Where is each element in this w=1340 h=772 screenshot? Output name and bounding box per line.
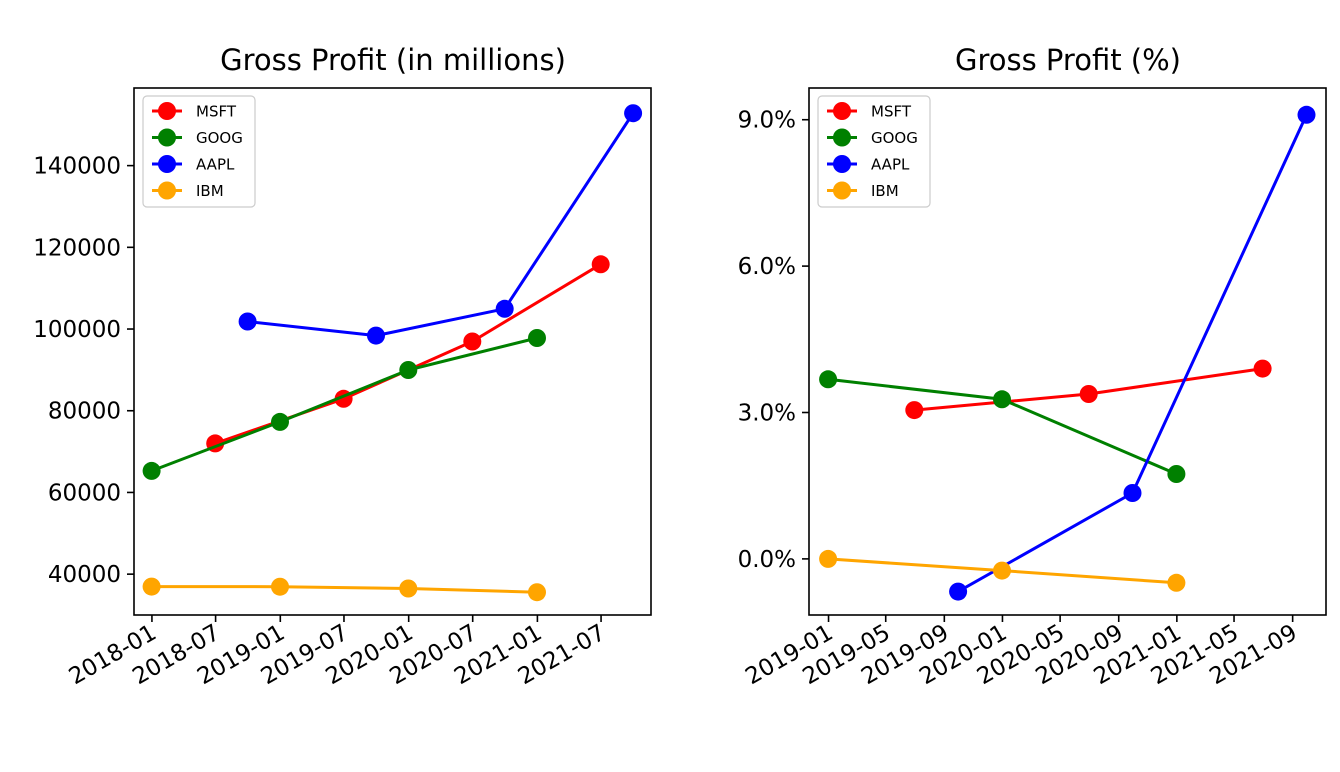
data-point-msft-3	[591, 255, 610, 274]
legend-box	[142, 95, 256, 208]
chart-panel-gross-profit-millions: Gross Profit (in millions) 40000 60000 800…	[33, 43, 652, 690]
legend-marker-ibm	[833, 181, 851, 200]
legend-marker-aapl	[158, 155, 176, 173]
data-point-ibm-0	[819, 549, 838, 568]
data-point-aapl-0	[949, 582, 968, 601]
chart-title: Gross Profit (in millions)	[220, 43, 566, 77]
legend-label-msft: MSFT	[196, 103, 237, 121]
plot-area: 0.0%3.0%6.0%9.0%2019-012019-052019-09202…	[738, 87, 1327, 690]
y-tick-label: 100000	[33, 317, 121, 343]
legend-marker-msft	[158, 102, 176, 120]
data-point-goog-0	[142, 461, 161, 480]
legend-label-aapl: AAPL	[871, 156, 910, 174]
data-point-msft-2	[1253, 359, 1272, 378]
y-tick-label: 9.0%	[738, 108, 796, 134]
data-point-aapl-1	[1123, 484, 1142, 502]
data-point-goog-1	[271, 412, 289, 431]
y-tick-label: 120000	[33, 235, 121, 261]
data-point-goog-1	[993, 390, 1011, 409]
legend-marker-goog	[833, 128, 851, 147]
data-point-goog-0	[819, 370, 838, 389]
data-point-ibm-0	[142, 577, 161, 596]
y-tick-label: 60000	[48, 480, 121, 506]
data-point-ibm-2	[399, 579, 418, 598]
legend-marker-goog	[158, 128, 176, 147]
data-point-aapl-2	[495, 299, 514, 318]
data-point-aapl-3	[624, 104, 643, 123]
data-point-goog-3	[528, 329, 546, 347]
axes-frame	[808, 87, 1327, 616]
legend-label-goog: GOOG	[196, 129, 243, 147]
series-line-aapl	[957, 114, 1308, 593]
plot-area: 4000060000800001000001200001400002018-01…	[33, 87, 652, 690]
data-point-ibm-1	[993, 561, 1011, 580]
chart-panel-gross-profit-percent: Gross Profit (%) 0.0%3.0%6.0%9.0%2019-01…	[738, 43, 1327, 690]
y-tick-label: 3.0%	[738, 400, 796, 426]
legend-marker-ibm	[158, 181, 176, 200]
legend-label-ibm: IBM	[871, 182, 899, 200]
legend-marker-aapl	[833, 155, 851, 173]
legend-label-msft: MSFT	[871, 103, 912, 121]
data-point-aapl-1	[367, 326, 385, 345]
axes-frame	[133, 87, 652, 616]
chart-title: Gross Profit (%)	[955, 43, 1181, 77]
y-tick-label: 6.0%	[738, 254, 796, 280]
data-point-aapl-0	[238, 312, 257, 331]
data-point-msft-0	[905, 401, 924, 420]
data-point-goog-2	[1167, 465, 1186, 483]
data-point-ibm-2	[1167, 573, 1186, 592]
y-tick-label: 0.0%	[738, 547, 796, 573]
legend-label-aapl: AAPL	[196, 156, 235, 174]
legend-label-goog: GOOG	[871, 129, 918, 147]
data-point-msft-1	[1079, 385, 1098, 403]
legend: MSFT GOOG AAPL IBM	[817, 95, 931, 208]
legend-marker-msft	[833, 102, 851, 120]
series-line-ibm	[151, 585, 538, 594]
legend-box	[817, 95, 931, 208]
data-point-ibm-1	[271, 577, 289, 596]
y-tick-label: 140000	[33, 154, 121, 180]
data-point-msft-2	[463, 332, 482, 351]
legend: MSFT GOOG AAPL IBM	[142, 95, 256, 208]
y-tick-label: 40000	[48, 562, 121, 588]
data-point-aapl-2	[1297, 105, 1316, 124]
data-point-ibm-3	[528, 583, 546, 602]
data-point-goog-2	[399, 361, 418, 379]
series-line-goog	[151, 336, 538, 473]
y-tick-label: 80000	[48, 399, 121, 425]
legend-label-ibm: IBM	[196, 182, 224, 200]
series-line-aapl	[247, 112, 635, 338]
